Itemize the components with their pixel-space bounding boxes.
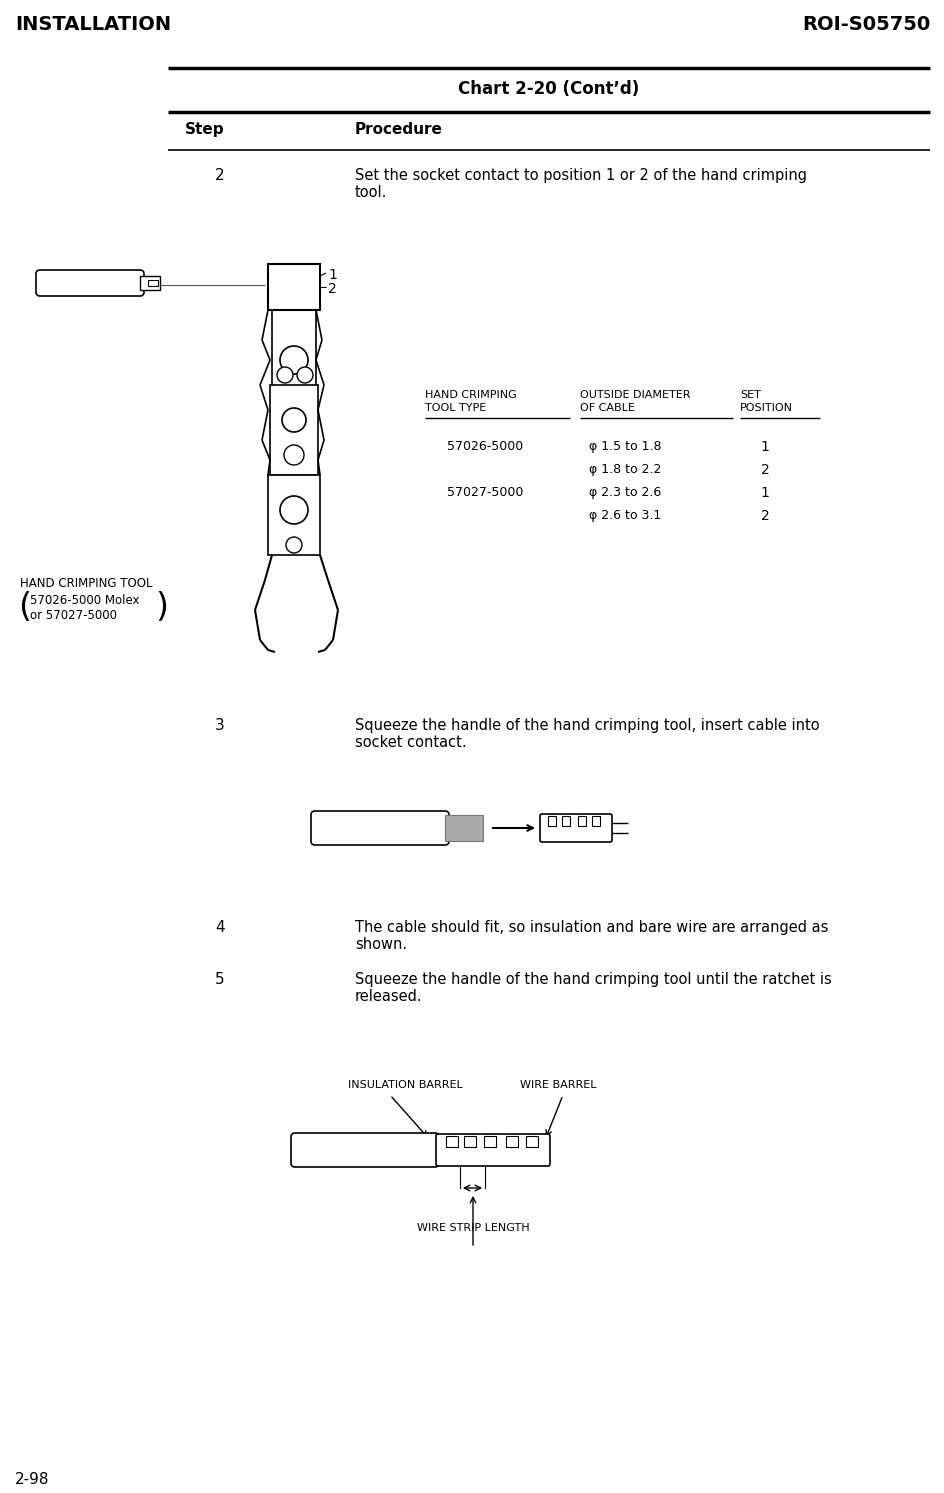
Bar [505,1136,517,1147]
Text: ): ) [155,591,168,624]
Text: Procedure: Procedure [355,122,443,137]
Circle shape [284,445,304,464]
Bar [464,1136,476,1147]
Bar [445,815,482,841]
Text: 2: 2 [328,282,336,296]
Text: 1: 1 [760,487,768,500]
Bar [272,311,315,390]
Circle shape [296,367,312,384]
FancyBboxPatch shape [435,1135,549,1166]
Text: Chart 2-20 (Cont’d): Chart 2-20 (Cont’d) [458,81,639,99]
Text: φ 2.3 to 2.6: φ 2.3 to 2.6 [588,487,661,499]
Text: 2-98: 2-98 [15,1472,49,1487]
Bar [140,276,160,290]
Text: OUTSIDE DIAMETER: OUTSIDE DIAMETER [580,390,690,400]
Bar [446,1136,458,1147]
Bar [483,1136,496,1147]
Text: or 57027-5000: or 57027-5000 [30,609,117,623]
Bar [268,475,320,555]
Text: 2: 2 [215,169,225,184]
Text: 5: 5 [215,972,225,987]
Circle shape [279,496,308,524]
Text: WIRE STRIP LENGTH: WIRE STRIP LENGTH [416,1223,529,1233]
Text: φ 2.6 to 3.1: φ 2.6 to 3.1 [588,509,661,523]
Text: INSULATION BARREL: INSULATION BARREL [347,1079,462,1090]
FancyBboxPatch shape [311,811,448,845]
Text: φ 1.8 to 2.2: φ 1.8 to 2.2 [588,463,661,476]
Text: 2: 2 [760,463,768,476]
Text: Squeeze the handle of the hand crimping tool, insert cable into
socket contact.: Squeeze the handle of the hand crimping … [355,718,818,751]
Text: Squeeze the handle of the hand crimping tool until the ratchet is
released.: Squeeze the handle of the hand crimping … [355,972,831,1005]
FancyBboxPatch shape [291,1133,439,1168]
Text: WIRE BARREL: WIRE BARREL [519,1079,596,1090]
Text: POSITION: POSITION [739,403,792,414]
Text: HAND CRIMPING: HAND CRIMPING [425,390,516,400]
Text: 57026-5000 Molex: 57026-5000 Molex [30,594,140,608]
Text: 1: 1 [760,440,768,454]
Bar [148,281,158,287]
Bar [526,1136,537,1147]
Bar [562,817,569,826]
Bar [268,264,320,311]
FancyBboxPatch shape [539,814,612,842]
Text: The cable should fit, so insulation and bare wire are arranged as
shown.: The cable should fit, so insulation and … [355,920,828,953]
Text: 1: 1 [328,269,336,282]
FancyBboxPatch shape [36,270,143,296]
Bar [591,817,599,826]
Bar [548,817,555,826]
Text: 4: 4 [215,920,225,935]
Text: ROI-S05750: ROI-S05750 [801,15,929,34]
Bar [578,817,585,826]
Circle shape [277,367,293,384]
Text: 57026-5000: 57026-5000 [447,440,523,452]
Circle shape [281,408,306,431]
Text: (: ( [18,591,31,624]
Text: OF CABLE: OF CABLE [580,403,634,414]
Text: φ 1.5 to 1.8: φ 1.5 to 1.8 [588,440,661,452]
Text: INSTALLATION: INSTALLATION [15,15,171,34]
Text: 3: 3 [215,718,225,733]
Text: 2: 2 [760,509,768,523]
Text: SET: SET [739,390,760,400]
Text: Set the socket contact to position 1 or 2 of the hand crimping
tool.: Set the socket contact to position 1 or … [355,169,806,200]
Text: TOOL TYPE: TOOL TYPE [425,403,486,414]
Circle shape [279,346,308,375]
Text: HAND CRIMPING TOOL: HAND CRIMPING TOOL [20,576,152,590]
Bar [270,385,318,475]
Text: Step: Step [185,122,225,137]
Circle shape [286,537,302,552]
Text: 57027-5000: 57027-5000 [447,487,523,499]
